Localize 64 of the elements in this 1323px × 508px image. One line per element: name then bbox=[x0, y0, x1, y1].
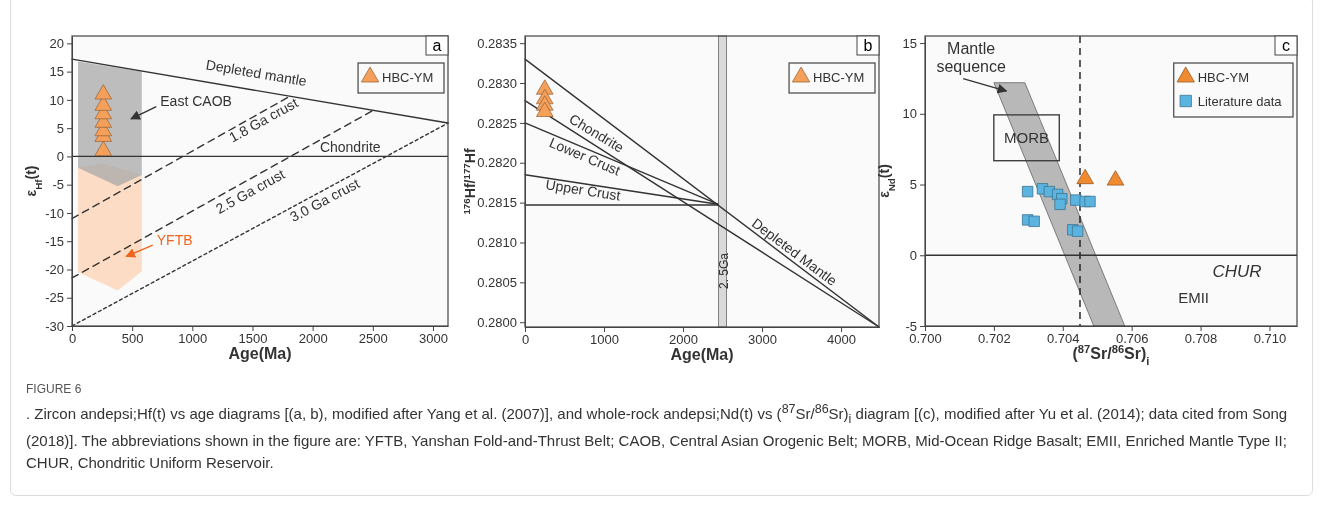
x-tick-label: 3000 bbox=[419, 331, 448, 347]
annotation: 3.0 Ga crust bbox=[287, 175, 363, 226]
annotation: Mantle sequence bbox=[936, 39, 1006, 76]
x-tick-label: 0.708 bbox=[1184, 331, 1218, 347]
x-tick-label: 0 bbox=[521, 332, 530, 348]
band-label: 2. 5Ga bbox=[716, 252, 731, 289]
x-tick-label: 0.700 bbox=[909, 331, 942, 347]
x-tick-label: 0.702 bbox=[978, 331, 1011, 347]
y-tick-label: 15 bbox=[49, 64, 64, 80]
x-axis-title: Age(Ma) bbox=[228, 345, 292, 362]
y-tick-label: 0 bbox=[909, 247, 917, 263]
y-tick-label: 0.2825 bbox=[477, 115, 517, 131]
legend-label: HBC-YM bbox=[813, 70, 865, 85]
legend-label: Literature data bbox=[1197, 94, 1283, 109]
y-tick-label: -10 bbox=[45, 205, 64, 221]
y-tick-label: -15 bbox=[45, 233, 64, 249]
chart-title: b bbox=[863, 37, 873, 54]
x-tick-label: 500 bbox=[121, 331, 144, 347]
annotation: Depleted mantle bbox=[204, 56, 309, 90]
x-tick-label: 3000 bbox=[748, 332, 778, 348]
y-tick-label: -5 bbox=[905, 318, 917, 334]
legend-label: HBC-YM bbox=[382, 70, 434, 85]
x-tick-label: 4000 bbox=[827, 332, 857, 348]
x-tick-label: 0.710 bbox=[1253, 331, 1287, 347]
x-tick-label: 1500 bbox=[238, 331, 268, 347]
y-tick-label: 20 bbox=[49, 36, 64, 52]
y-tick-label: 0.2830 bbox=[477, 75, 517, 91]
y-tick-label: 0.2820 bbox=[477, 155, 517, 171]
x-axis-title: Age(Ma) bbox=[670, 346, 734, 363]
annotation: East CAOB bbox=[160, 93, 232, 110]
x-axis-title: ($^{87}$Sr/$^{86}$Sr)$_{i}$ bbox=[1072, 343, 1150, 367]
annotation: Upper Crust bbox=[544, 176, 622, 204]
annotation: EMII bbox=[1178, 288, 1210, 306]
legend-label: HBC-YM bbox=[1197, 70, 1250, 85]
chart-title: a bbox=[432, 37, 442, 54]
y-tick-label: 15 bbox=[902, 35, 917, 51]
x-tick-label: 2000 bbox=[669, 332, 698, 348]
text: . Zircon andepsi;Hf(t) vs age diagrams [(a, b), modified after Yang et al. (2007)], and whole-rock andepsi;Nd(t) vs ($^{87}$Sr/$^{86}$Sr)$_{i}$ diagram [(c), modified after Yu et al. (2014); data cited from Song (2018)]. The abbreviations shown in the figure are: YFTB, Yanshan Fold-and-Thrust Belt; CAOB, Central Asian Orogenic Belt; MORB, Mid-Ocean Ridge Basalt; EMII, Enriched Mantle Type II; CHUR, Chondritic Uniform Reservoir. bbox=[26, 402, 1288, 471]
chart-title: c bbox=[1282, 37, 1290, 54]
y-tick-label: 5 bbox=[56, 120, 64, 136]
annotation: YFTB bbox=[156, 232, 193, 249]
y-tick-label: -20 bbox=[45, 262, 64, 278]
y-tick-label: -30 bbox=[45, 318, 64, 334]
y-tick-label: 10 bbox=[902, 106, 917, 122]
x-tick-label: 2000 bbox=[298, 331, 328, 347]
y-tick-label: 0.2805 bbox=[477, 275, 517, 291]
annotation: 2.5 Ga crust bbox=[212, 165, 288, 217]
y-tick-label: 5 bbox=[909, 177, 917, 193]
y-tick-label: 0.2815 bbox=[477, 195, 517, 211]
x-tick-label: 2500 bbox=[358, 331, 388, 347]
x-tick-label: 0 bbox=[68, 331, 77, 347]
y-tick-label: 0.2835 bbox=[477, 35, 517, 51]
y-tick-label: 0.2800 bbox=[477, 314, 517, 330]
y-tick-label: -25 bbox=[45, 290, 64, 306]
y-tick-label: -5 bbox=[52, 177, 64, 193]
x-tick-label: 1000 bbox=[590, 332, 619, 348]
ref-line-label: Chondrite bbox=[319, 139, 381, 156]
y-tick-label: 0 bbox=[56, 149, 64, 165]
y-tick-label: 0.2810 bbox=[477, 235, 517, 251]
caption: FIGURE 6 bbox=[26, 381, 83, 398]
annotation: MORB bbox=[1004, 129, 1050, 147]
ref-line-label: CHUR bbox=[1212, 262, 1262, 282]
y-tick-label: 10 bbox=[49, 92, 64, 108]
x-tick-label: 1000 bbox=[178, 331, 208, 347]
